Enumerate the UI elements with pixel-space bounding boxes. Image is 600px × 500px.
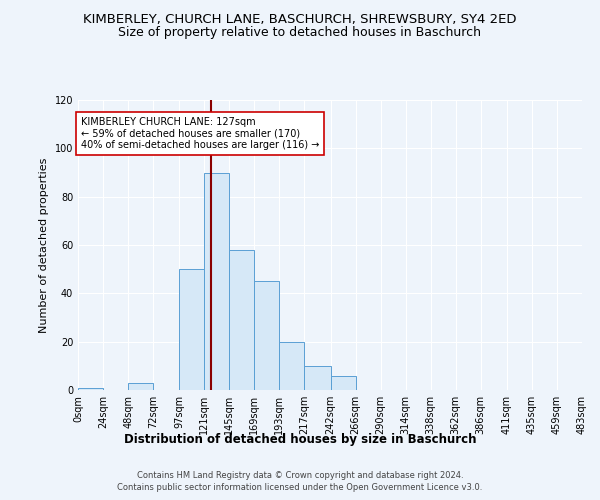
Bar <box>229 250 254 390</box>
Text: Distribution of detached houses by size in Baschurch: Distribution of detached houses by size … <box>124 432 476 446</box>
Bar <box>204 172 229 390</box>
Bar <box>254 281 280 390</box>
Bar <box>280 342 304 390</box>
Bar <box>128 383 153 390</box>
Bar <box>179 269 204 390</box>
Text: KIMBERLEY, CHURCH LANE, BASCHURCH, SHREWSBURY, SY4 2ED: KIMBERLEY, CHURCH LANE, BASCHURCH, SHREW… <box>83 12 517 26</box>
Text: KIMBERLEY CHURCH LANE: 127sqm
← 59% of detached houses are smaller (170)
40% of : KIMBERLEY CHURCH LANE: 127sqm ← 59% of d… <box>81 117 320 150</box>
Text: Contains HM Land Registry data © Crown copyright and database right 2024.: Contains HM Land Registry data © Crown c… <box>137 471 463 480</box>
Bar <box>331 376 356 390</box>
Bar <box>304 366 331 390</box>
Bar <box>78 388 103 390</box>
Text: Size of property relative to detached houses in Baschurch: Size of property relative to detached ho… <box>119 26 482 39</box>
Text: Contains public sector information licensed under the Open Government Licence v3: Contains public sector information licen… <box>118 484 482 492</box>
Y-axis label: Number of detached properties: Number of detached properties <box>39 158 49 332</box>
